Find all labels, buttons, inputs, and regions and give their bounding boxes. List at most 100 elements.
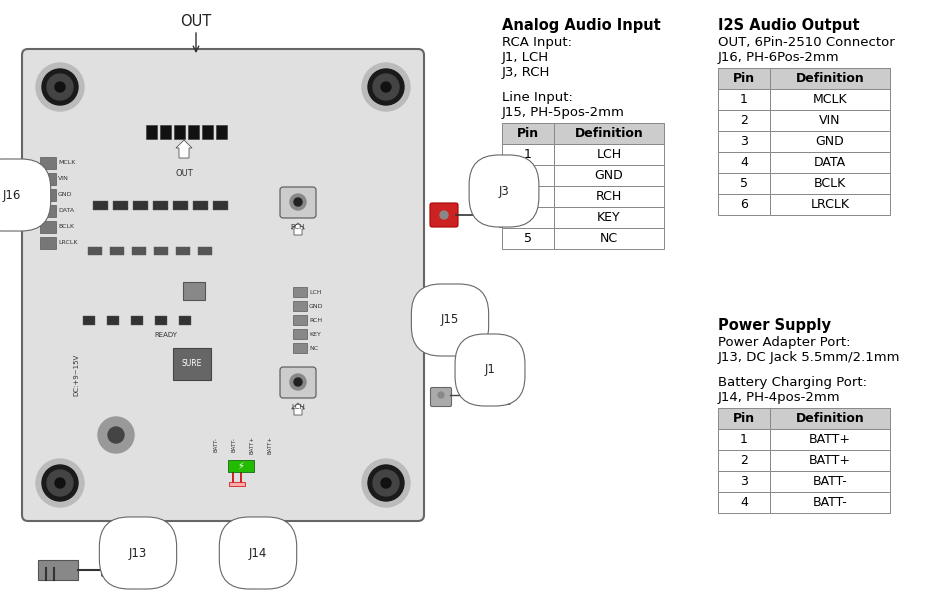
Text: 2: 2	[524, 169, 532, 182]
Text: ⚡: ⚡	[238, 461, 244, 471]
Bar	[107, 316, 119, 325]
Circle shape	[108, 427, 124, 443]
Bar	[554, 123, 664, 144]
Bar	[718, 173, 770, 194]
Bar	[160, 125, 171, 139]
Text: RCH: RCH	[309, 317, 322, 323]
FancyArrow shape	[292, 403, 305, 415]
Circle shape	[290, 374, 306, 390]
Bar	[213, 201, 228, 210]
FancyBboxPatch shape	[101, 563, 118, 577]
Text: LCH: LCH	[309, 289, 322, 295]
Circle shape	[362, 459, 410, 507]
Text: 3: 3	[740, 475, 748, 488]
Text: BCLK: BCLK	[813, 177, 846, 190]
Text: BATT-: BATT-	[213, 437, 219, 452]
Bar	[770, 68, 890, 89]
Bar	[770, 429, 890, 450]
Text: Line Input:: Line Input:	[502, 91, 573, 104]
Bar	[554, 186, 664, 207]
Bar	[554, 228, 664, 249]
Text: 4: 4	[740, 156, 748, 169]
Bar	[183, 282, 205, 300]
Bar	[293, 287, 307, 297]
Text: Power Adapter Port:: Power Adapter Port:	[718, 336, 850, 349]
Bar	[770, 408, 890, 429]
Text: J13: J13	[129, 547, 147, 559]
FancyArrow shape	[292, 223, 305, 235]
Text: MCLK: MCLK	[58, 160, 76, 166]
Bar	[718, 110, 770, 131]
Bar	[88, 247, 102, 255]
Bar	[132, 247, 146, 255]
Circle shape	[290, 194, 306, 210]
Bar	[770, 173, 890, 194]
Text: J1: J1	[485, 364, 495, 377]
Bar	[770, 450, 890, 471]
Circle shape	[42, 69, 78, 105]
Circle shape	[373, 74, 399, 100]
Text: VIN: VIN	[819, 114, 841, 127]
FancyBboxPatch shape	[431, 388, 452, 407]
Circle shape	[506, 211, 514, 219]
Text: GND: GND	[595, 169, 623, 182]
FancyBboxPatch shape	[280, 187, 316, 218]
Text: J14, PH-4pos-2mm: J14, PH-4pos-2mm	[718, 391, 841, 404]
Text: BATT+: BATT+	[809, 454, 851, 467]
Bar	[770, 492, 890, 513]
Circle shape	[368, 69, 404, 105]
Bar	[770, 471, 890, 492]
Text: 4: 4	[740, 496, 748, 509]
Bar	[179, 316, 191, 325]
Bar	[718, 471, 770, 492]
Bar	[770, 89, 890, 110]
Bar	[40, 157, 56, 169]
Text: NC: NC	[309, 346, 318, 350]
Bar	[176, 247, 190, 255]
Text: BCLK: BCLK	[58, 224, 74, 229]
Text: 4: 4	[524, 211, 532, 224]
Text: J3: J3	[499, 185, 509, 197]
Bar	[146, 125, 157, 139]
Bar	[502, 144, 554, 165]
FancyBboxPatch shape	[492, 388, 510, 404]
Bar	[718, 131, 770, 152]
Circle shape	[440, 211, 448, 219]
Text: J16, PH-6Pos-2mm: J16, PH-6Pos-2mm	[718, 51, 840, 64]
Text: BATT-: BATT-	[231, 437, 237, 452]
Text: NC: NC	[600, 232, 618, 245]
Bar	[93, 201, 108, 210]
Text: J16: J16	[3, 188, 21, 202]
Circle shape	[381, 82, 391, 92]
Text: GND: GND	[309, 304, 324, 308]
Circle shape	[368, 465, 404, 501]
FancyArrow shape	[176, 140, 192, 158]
Bar	[502, 207, 554, 228]
Bar	[131, 316, 143, 325]
Text: 3: 3	[740, 135, 748, 148]
Bar	[174, 125, 185, 139]
Circle shape	[55, 82, 65, 92]
Text: BATT+: BATT+	[267, 436, 273, 454]
Text: Pin: Pin	[733, 412, 755, 425]
Circle shape	[373, 470, 399, 496]
Text: Battery Charging Port:: Battery Charging Port:	[718, 376, 867, 389]
Circle shape	[47, 470, 73, 496]
Text: Power Supply: Power Supply	[718, 318, 831, 333]
Text: I2S Audio Output: I2S Audio Output	[718, 18, 860, 33]
Bar	[502, 228, 554, 249]
Bar	[153, 201, 168, 210]
Text: Definition: Definition	[795, 412, 865, 425]
Text: J15: J15	[441, 313, 459, 326]
Bar	[770, 152, 890, 173]
Text: J14: J14	[249, 547, 267, 559]
Text: DATA: DATA	[58, 208, 74, 214]
Bar	[173, 201, 188, 210]
Bar	[718, 89, 770, 110]
Bar	[229, 482, 245, 486]
Circle shape	[55, 478, 65, 488]
Circle shape	[294, 198, 302, 206]
Text: Analog Audio Input: Analog Audio Input	[502, 18, 661, 33]
Bar	[40, 189, 56, 201]
Text: VIN: VIN	[58, 176, 69, 181]
